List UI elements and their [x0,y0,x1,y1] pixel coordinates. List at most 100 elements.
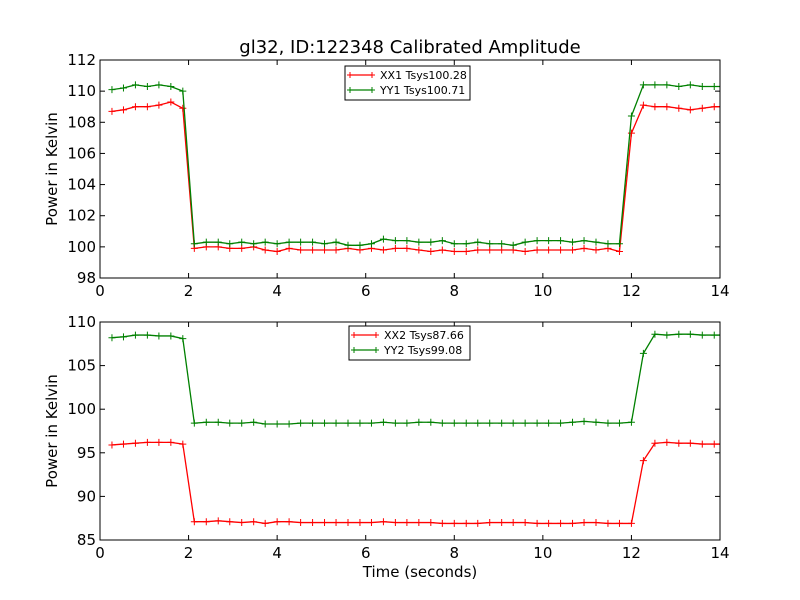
legend-marker [351,332,357,338]
x-tick-label: 2 [184,544,194,562]
data-point [545,246,553,254]
data-point [179,440,187,448]
x-tick-label: 2 [184,282,194,300]
data-point [285,244,293,252]
legend-marker [373,332,379,338]
data-point [321,519,329,527]
data-point [438,237,446,245]
data-point [486,246,494,254]
data-point [273,248,281,256]
x-tick-label: 12 [622,544,641,562]
data-point [332,238,340,246]
data-point [309,419,317,427]
y-axis-label: Power in Kelvin [43,374,61,488]
legend-label: XX1 Tsys100.28 [380,69,467,82]
data-point [663,438,671,446]
data-point [356,519,364,527]
legend-label: YY1 Tsys100.71 [379,84,465,97]
data-point [167,98,175,106]
x-tick-label: 10 [533,282,552,300]
data-point [415,418,423,426]
data-point [321,240,329,248]
data-point [202,518,210,526]
x-tick-label: 4 [272,544,282,562]
data-point [592,519,600,527]
data-point [367,519,375,527]
data-point [179,104,187,112]
data-point [651,330,659,338]
x-tick-label: 8 [450,282,460,300]
data-point [379,518,387,526]
y-tick-label: 85 [77,531,96,549]
x-tick-label: 8 [450,544,460,562]
data-point [592,238,600,246]
data-point [321,419,329,427]
y-axis-label: Power in Kelvin [43,112,61,226]
legend-marker [373,347,379,353]
data-point [143,331,151,339]
data-point [486,240,494,248]
data-point [344,241,352,249]
legend-label: XX2 Tsys87.66 [384,329,464,342]
data-point [261,238,269,246]
data-point [651,81,659,89]
data-point [415,246,423,254]
legend-marker [351,347,357,353]
data-point [604,240,612,248]
data-point [569,238,577,246]
data-point [261,519,269,527]
data-point [639,457,647,465]
data-point [698,440,706,448]
data-point [285,518,293,526]
data-point [474,419,482,427]
data-point [179,335,187,343]
y-tick-label: 95 [77,444,96,462]
data-point [214,517,222,525]
data-point [716,82,720,90]
data-point [273,240,281,248]
legend-label: YY2 Tsys99.08 [383,344,462,357]
data-point [450,419,458,427]
data-point [143,82,151,90]
data-point [686,330,694,338]
data-point [698,104,706,112]
data-point [155,332,163,340]
data-point [498,419,506,427]
data-point [202,418,210,426]
data-point [119,84,127,92]
data-point [250,518,258,526]
data-point [615,248,623,256]
data-point [226,419,234,427]
data-point [391,419,399,427]
data-point [155,438,163,446]
data-point [108,441,116,449]
data-point [143,438,151,446]
data-point [297,238,305,246]
data-point [521,248,529,256]
data-point [367,419,375,427]
legend-marker [369,87,375,93]
data-point [179,87,187,95]
legend: XX2 Tsys87.66 YY2 Tsys99.08 [348,325,471,361]
data-point [403,419,411,427]
data-point [474,519,482,527]
series-2 [108,81,720,249]
data-point [415,519,423,527]
data-point [356,419,364,427]
data-point [438,419,446,427]
data-point [379,418,387,426]
data-point [651,439,659,447]
axes-frame [99,59,721,279]
data-point [273,420,281,428]
y-tick-label: 105 [67,357,96,375]
data-point [627,519,635,527]
data-point [450,519,458,527]
y-tick-label: 112 [67,51,96,69]
data-point [261,246,269,254]
data-point [391,237,399,245]
data-point [533,519,541,527]
x-tick-label: 6 [361,544,371,562]
data-point [639,101,647,109]
data-point [438,246,446,254]
